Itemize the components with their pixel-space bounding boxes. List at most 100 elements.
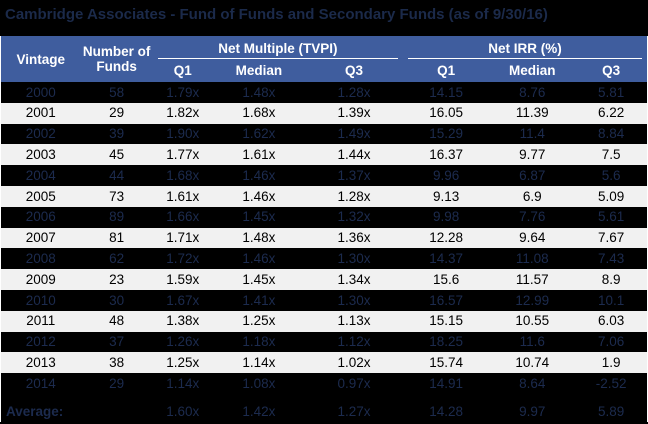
- funds-cell: 62: [80, 248, 153, 270]
- funds-cell: 30: [80, 289, 153, 311]
- column-header-funds: Number of Funds: [80, 36, 153, 82]
- tvpi-q1-cell: 1.72x: [152, 248, 213, 270]
- tvpi-q3-cell: 1.13x: [304, 310, 404, 332]
- tvpi-median-cell: 1.18x: [212, 331, 305, 353]
- tvpi-q1-cell: 1.67x: [152, 289, 213, 311]
- irr-median-cell: 12.99: [489, 289, 576, 311]
- irr-q1-cell: 15.74: [403, 352, 490, 374]
- average-label: Average:: [0, 400, 81, 422]
- vintage-cell: 2011: [0, 310, 81, 332]
- vintage-cell: 2004: [0, 165, 81, 186]
- subheader-tvpi-q3: Q3: [304, 59, 404, 82]
- irr-q1-cell: 9.13: [403, 185, 490, 207]
- tvpi-median-cell: 1.46x: [212, 248, 305, 270]
- table-row: 2012 37 1.26x 1.18x 1.12x 18.25 11.6 7.06: [0, 331, 648, 353]
- tvpi-q1-cell: 1.79x: [152, 82, 213, 103]
- table-row: 2005 73 1.61x 1.46x 1.28x 9.13 6.9 5.09: [0, 185, 648, 207]
- tvpi-median-cell: 1.68x: [212, 102, 305, 124]
- irr-q1-cell: 16.05: [403, 102, 490, 124]
- page-title: Cambridge Associates - Fund of Funds and…: [5, 6, 548, 23]
- irr-q1-cell: 9.98: [403, 206, 490, 228]
- tvpi-group-label: Net Multiple (TVPI): [157, 41, 399, 59]
- tvpi-q3-cell: 1.37x: [304, 165, 404, 186]
- vintage-cell: 2002: [0, 123, 81, 145]
- funds-cell: 89: [80, 206, 153, 228]
- irr-q3-cell: -2.52: [575, 373, 648, 394]
- irr-q1-cell: 14.37: [403, 248, 490, 270]
- irr-q3-cell: 6.03: [575, 310, 648, 332]
- irr-q3-cell: 7.5: [575, 144, 648, 166]
- tvpi-q1-cell: 1.66x: [152, 206, 213, 228]
- funds-cell: 37: [80, 331, 153, 353]
- tvpi-q3-cell: 1.36x: [304, 227, 404, 249]
- irr-q1-cell: 14.15: [403, 82, 490, 103]
- average-tvpi-q3-cell: 1.27x: [304, 400, 404, 422]
- irr-median-cell: 7.76: [489, 206, 576, 228]
- table-row: 2014 29 1.14x 1.08x 0.97x 14.91 8.64 -2.52: [0, 373, 648, 394]
- table-row: 2007 81 1.71x 1.48x 1.36x 12.28 9.64 7.67: [0, 227, 648, 249]
- vintage-cell: 2007: [0, 227, 81, 249]
- tvpi-median-cell: 1.45x: [212, 206, 305, 228]
- table-row: 2000 58 1.79x 1.48x 1.28x 14.15 8.76 5.81: [0, 82, 648, 103]
- average-funds-cell: [80, 400, 153, 422]
- tvpi-median-cell: 1.14x: [212, 352, 305, 374]
- vintage-cell: 2006: [0, 206, 81, 228]
- funds-cell: 39: [80, 123, 153, 145]
- irr-median-cell: 11.39: [489, 102, 576, 124]
- tvpi-median-cell: 1.25x: [212, 310, 305, 332]
- tvpi-median-cell: 1.62x: [212, 123, 305, 145]
- irr-q1-cell: 9.96: [403, 165, 490, 186]
- irr-median-cell: 11.08: [489, 248, 576, 270]
- vintage-cell: 2009: [0, 269, 81, 290]
- average-irr-median-cell: 9.97: [489, 400, 576, 422]
- tvpi-q3-cell: 1.32x: [304, 206, 404, 228]
- tvpi-median-cell: 1.61x: [212, 144, 305, 166]
- subheader-irr-q1: Q1: [403, 59, 490, 82]
- average-irr-q1-cell: 14.28: [403, 400, 490, 422]
- funds-cell: 45: [80, 144, 153, 166]
- vintage-cell: 2000: [0, 82, 81, 103]
- irr-q1-cell: 16.57: [403, 289, 490, 311]
- table-row: 2010 30 1.67x 1.41x 1.30x 16.57 12.99 10.1: [0, 289, 648, 311]
- tvpi-q3-cell: 1.44x: [304, 144, 404, 166]
- tvpi-median-cell: 1.48x: [212, 82, 305, 103]
- funds-cell: 81: [80, 227, 153, 249]
- tvpi-q3-cell: 1.12x: [304, 331, 404, 353]
- table-row: 2011 48 1.38x 1.25x 1.13x 15.15 10.55 6.03: [0, 310, 648, 332]
- irr-q1-cell: 14.91: [403, 373, 490, 394]
- tvpi-q1-cell: 1.38x: [152, 310, 213, 332]
- irr-q3-cell: 5.09: [575, 185, 648, 207]
- irr-q3-cell: 7.67: [575, 227, 648, 249]
- irr-q3-cell: 6.22: [575, 102, 648, 124]
- vintage-cell: 2003: [0, 144, 81, 166]
- irr-median-cell: 8.64: [489, 373, 576, 394]
- irr-q1-cell: 12.28: [403, 227, 490, 249]
- irr-median-cell: 9.64: [489, 227, 576, 249]
- irr-q1-cell: 15.6: [403, 269, 490, 290]
- irr-median-cell: 6.9: [489, 185, 576, 207]
- tvpi-q3-cell: 1.34x: [304, 269, 404, 290]
- funds-cell: 58: [80, 82, 153, 103]
- tvpi-q3-cell: 1.28x: [304, 185, 404, 207]
- irr-group-label: Net IRR (%): [408, 41, 642, 59]
- average-row: Average: 1.60x 1.42x 1.27x 14.28 9.97 5.89: [0, 400, 648, 422]
- funds-cell: 29: [80, 373, 153, 394]
- irr-median-cell: 11.4: [489, 123, 576, 145]
- tvpi-q1-cell: 1.61x: [152, 185, 213, 207]
- irr-q3-cell: 5.6: [575, 165, 648, 186]
- vintage-cell: 2013: [0, 352, 81, 374]
- irr-q1-cell: 16.37: [403, 144, 490, 166]
- tvpi-q1-cell: 1.82x: [152, 102, 213, 124]
- tvpi-q3-cell: 1.28x: [304, 82, 404, 103]
- irr-q1-cell: 18.25: [403, 331, 490, 353]
- irr-q3-cell: 10.1: [575, 289, 648, 311]
- table-row: 2008 62 1.72x 1.46x 1.30x 14.37 11.08 7.43: [0, 248, 648, 270]
- funds-cell: 48: [80, 310, 153, 332]
- tvpi-q3-cell: 1.39x: [304, 102, 404, 124]
- irr-q1-cell: 15.29: [403, 123, 490, 145]
- tvpi-median-cell: 1.46x: [212, 185, 305, 207]
- irr-median-cell: 6.87: [489, 165, 576, 186]
- table-row: 2003 45 1.77x 1.61x 1.44x 16.37 9.77 7.5: [0, 144, 648, 166]
- subheader-irr-median: Median: [489, 59, 576, 82]
